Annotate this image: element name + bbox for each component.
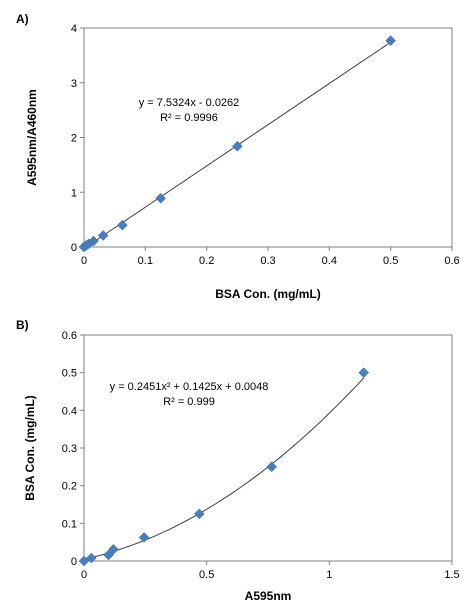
- data-point-marker: [358, 367, 370, 379]
- y-tick-label: 0.5: [62, 368, 77, 380]
- x-tick-label: 1: [326, 569, 332, 581]
- trendline: [83, 377, 365, 560]
- data-point-marker: [231, 140, 243, 152]
- y-tick-label: 3: [71, 78, 77, 90]
- data-point-marker: [108, 543, 119, 555]
- x-tick-label: 1.5: [444, 569, 459, 581]
- y-tick-label: 0.2: [62, 481, 77, 493]
- data-point-marker: [116, 219, 128, 231]
- chart-b-svg: 0 0.5 1 1.5 0 0.1 0.2 0.3 0.4 0.5 0.6 A595nm BSA Con…: [23, 330, 460, 603]
- data-point-marker: [103, 549, 114, 561]
- x-tick-label: 0.1: [138, 255, 153, 267]
- panel-label-b: B): [16, 318, 29, 332]
- chart-panel-b: B) 0 0.5 1 1.5 0 0.1 0.2 0.3 0.4 0.5 0.6 A595nm BSA …: [0, 305, 474, 607]
- x-tick-label: 0: [81, 569, 87, 581]
- plot-area-frame: [83, 334, 453, 562]
- x-tick-label: 0.5: [199, 569, 214, 581]
- data-point-marker: [193, 508, 205, 520]
- data-point-marker: [88, 235, 99, 247]
- y-tick-label: 0.1: [62, 518, 77, 530]
- data-point-marker: [86, 552, 97, 564]
- x-axis-label: A595nm: [245, 589, 292, 603]
- y-tick-label: 4: [71, 23, 77, 35]
- trendline-equation: y = 7.5324x - 0.0262: [139, 97, 240, 109]
- plot-area-frame: [83, 27, 453, 248]
- x-tick-label: 0.5: [383, 255, 398, 267]
- x-tick-label: 0.2: [199, 255, 214, 267]
- y-tick-label: 0.6: [62, 330, 77, 342]
- x-tick-label: 0.4: [322, 255, 337, 267]
- y-tick-label: 2: [71, 133, 77, 145]
- y-axis-label: A595nm/A460nm: [25, 89, 39, 186]
- x-tick-label: 0.6: [444, 255, 459, 267]
- y-tick-label: 0: [71, 242, 77, 254]
- r-squared-label: R² = 0.9996: [160, 112, 218, 124]
- trendline-equation: y = 0.2451x² + 0.1425x + 0.0048: [110, 381, 269, 393]
- r-squared-label: R² = 0.999: [163, 396, 215, 408]
- x-tick-label: 0: [81, 255, 87, 267]
- chart-a-svg: 0 0.1 0.2 0.3 0.4 0.5 0.6 0 1 2 3 4 BSA Con. (mg/mL)…: [25, 23, 460, 301]
- data-point-marker: [138, 532, 150, 543]
- data-point-marker: [266, 461, 278, 473]
- y-tick-label: 0.3: [62, 443, 77, 455]
- y-tick-label: 0: [71, 556, 77, 568]
- data-point-marker: [385, 35, 397, 46]
- panel-label-a: A): [16, 12, 29, 26]
- data-point-marker: [97, 230, 109, 241]
- chart-panel-a: A) 0 0.1 0.2 0.3 0.4 0.5 0.6 0 1 2 3 4 BSA Con. (mg/…: [0, 0, 474, 305]
- data-point-marker: [155, 192, 167, 204]
- y-axis-label: BSA Con. (mg/mL): [23, 395, 37, 501]
- x-axis-label: BSA Con. (mg/mL): [215, 287, 321, 301]
- data-point-marker: [78, 555, 90, 567]
- x-tick-label: 0.3: [260, 255, 275, 267]
- y-tick-label: 0.4: [62, 405, 77, 417]
- y-tick-label: 1: [71, 187, 77, 199]
